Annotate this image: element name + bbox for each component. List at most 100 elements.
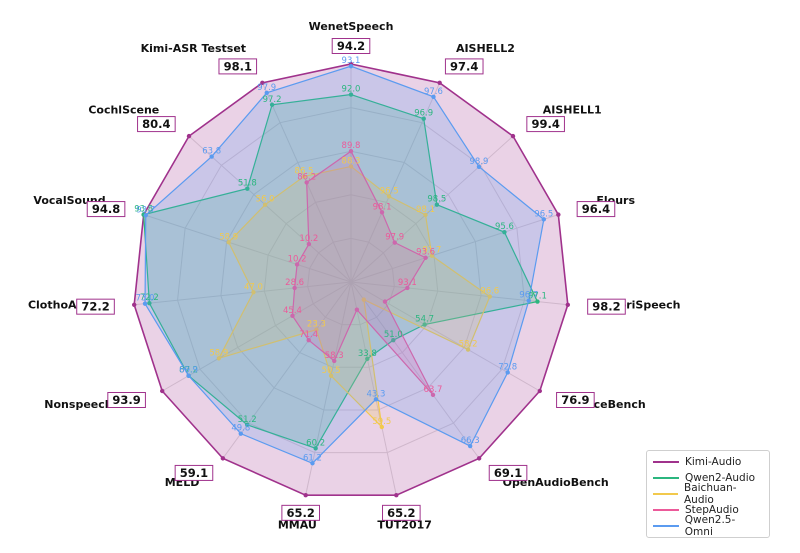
legend-label-kimi-audio: Kimi-Audio [685, 456, 742, 468]
value-label-qwen2-5-omni-aishell1: 98.9 [470, 157, 489, 167]
point-kimi-audio-aishell1 [510, 133, 516, 139]
legend-item-qwen2-audio: Qwen2-Audio [653, 470, 763, 486]
point-qwen2-audio-tut2017 [365, 356, 370, 361]
value-label-qwen2-audio-cochlscene: 51.8 [238, 179, 257, 189]
value-label-qwen2-audio-kimi-asr-testset: 97.2 [263, 95, 282, 105]
grid-spoke-aishell1 [350, 135, 514, 283]
point-baichuan-audio-cochlscene [262, 202, 268, 207]
best-value-box-kimi-asr-testset [218, 58, 258, 75]
value-label-qwen2-audio-mmau: 60.2 [306, 438, 325, 448]
axis-label-cochlscene: CochlScene [88, 103, 159, 116]
axis-label-openaudiobench: OpenAudioBench [503, 476, 609, 489]
point-qwen2-5-omni-meld [238, 431, 244, 436]
value-label-qwen2-5-omni-librispeech: 96.7 [519, 291, 538, 301]
axis-label-kimi-asr-testset: Kimi-ASR Testset [141, 42, 246, 55]
best-value-meld: 59.1 [180, 466, 208, 480]
value-label-qwen2-5-omni-nonspeech7k: 69.9 [179, 366, 198, 376]
value-label-stepaudio-flours: 93.6 [416, 248, 435, 258]
point-baichuan-audio-wenetspeech [348, 164, 354, 169]
point-stepaudio-openaudiobench [430, 392, 436, 398]
point-stepaudio-aishell2 [379, 210, 385, 215]
best-value-kimi-asr-testset: 98.1 [224, 59, 252, 73]
best-value-cochlscene: 80.4 [142, 117, 170, 131]
legend-swatch-qwen2-audio [653, 477, 679, 479]
point-kimi-audio-kimi-asr-testset [260, 80, 265, 86]
point-baichuan-audio-mmau [328, 373, 334, 379]
point-qwen2-audio-openaudiobench [391, 338, 396, 343]
value-label-baichuan-audio-tut2017: 59.5 [372, 417, 391, 427]
point-kimi-audio-mmau [303, 493, 308, 498]
point-qwen2-5-omni-mmau [310, 461, 315, 466]
value-label-baichuan-audio-mmau: 50.5 [322, 366, 341, 376]
value-label-stepaudio-aishell2: 98.1 [373, 202, 392, 212]
best-value-aishell2: 97.4 [450, 59, 478, 73]
point-qwen2-audio-librispeech [535, 299, 540, 304]
point-qwen2-audio-flours [502, 229, 507, 235]
point-qwen2-5-omni-tut2017 [373, 397, 379, 402]
point-qwen2-5-omni-clothoaqa [142, 301, 148, 306]
legend-item-stepaudio: StepAudio [653, 502, 763, 518]
grid-spoke-tut2017 [350, 281, 397, 496]
best-value-box-vocalsound [86, 201, 126, 218]
point-qwen2-audio-cochlscene [245, 186, 250, 191]
best-value-box-tut2017 [382, 504, 421, 521]
grid-spoke-flours [350, 214, 559, 283]
point-qwen2-audio-clothoaqa [147, 300, 152, 306]
point-qwen2-audio-kimi-asr-testset [269, 102, 275, 107]
point-qwen2-5-omni-librispeech [526, 298, 531, 303]
value-label-qwen2-5-omni-cochlscene: 63.8 [202, 147, 221, 157]
value-label-qwen2-audio-meld: 51.2 [238, 415, 257, 425]
point-qwen2-5-omni-flours [541, 217, 547, 222]
value-label-baichuan-audio-vocalsound: 58.9 [219, 232, 238, 242]
value-label-baichuan-audio-aishell1: 98.1 [416, 205, 435, 215]
best-value-box-meld [174, 464, 214, 481]
point-stepaudio-clothoaqa [292, 285, 297, 291]
point-stepaudio-mmau [332, 358, 337, 364]
legend-label-baichuan-audio: Baichuan-Audio [684, 482, 737, 506]
point-qwen2-5-omni-aishell2 [431, 94, 436, 99]
value-label-qwen2-audio-voicebench: 54.7 [415, 315, 434, 325]
best-value-box-openaudiobench [488, 464, 528, 481]
point-qwen2-audio-meld [245, 422, 250, 428]
point-qwen2-5-omni-kimi-asr-testset [264, 90, 269, 96]
point-qwen2-audio-mmau [313, 446, 318, 451]
value-label-qwen2-5-omni-mmau: 61.2 [303, 453, 322, 463]
legend-label-qwen25-omni: Qwen2.5-Omni [684, 514, 736, 538]
grid-spoke-clothoaqa [134, 281, 352, 306]
point-qwen2-audio-aishell2 [421, 116, 426, 121]
value-label-stepaudio-kimi-asr-testset: 86.2 [297, 172, 316, 182]
legend-swatch-baichuan-audio [653, 493, 678, 495]
value-label-stepaudio-vocalsound: 10.2 [288, 254, 307, 264]
point-baichuan-audio-meld [314, 327, 319, 332]
point-kimi-audio-tut2017 [394, 493, 399, 498]
point-baichuan-audio-voicebench [465, 347, 471, 352]
grid-spoke-openaudiobench [350, 281, 480, 459]
best-value-tut2017: 65.2 [387, 506, 415, 520]
point-baichuan-audio-tut2017 [379, 424, 385, 430]
point-kimi-audio-meld [220, 456, 226, 461]
best-value-box-librispeech [587, 298, 626, 315]
value-label-stepaudio-openaudiobench: 63.7 [424, 385, 443, 395]
best-value-box-flours [576, 201, 616, 218]
value-label-qwen2-audio-wenetspeech: 92.0 [342, 85, 361, 95]
grid-spoke-meld [222, 281, 352, 459]
value-label-qwen2-audio-librispeech: 97.1 [528, 292, 547, 302]
best-value-box-mmau [281, 504, 320, 521]
point-qwen2-5-omni-vocalsound [143, 213, 148, 218]
point-baichuan-audio-vocalsound [226, 240, 231, 245]
point-qwen2-audio-wenetspeech [348, 92, 354, 97]
legend-swatch-stepaudio [653, 509, 679, 511]
value-label-qwen2-audio-vocalsound: 93.8 [134, 205, 153, 215]
grid-spoke-cochlscene [188, 135, 352, 283]
value-label-stepaudio-nonspeech7k: 45.4 [283, 306, 302, 316]
point-stepaudio-voicebench [382, 299, 388, 304]
grid-ring-1 [307, 237, 395, 326]
best-value-nonspeech7k: 93.9 [112, 393, 140, 407]
value-label-qwen2-5-omni-clothoaqa: 73.0 [136, 294, 155, 304]
point-baichuan-audio-flours [429, 253, 435, 258]
point-stepaudio-librispeech [405, 285, 410, 291]
point-qwen2-5-omni-nonspeech7k [186, 373, 191, 378]
best-value-wenetspeech: 94.2 [337, 39, 365, 53]
point-qwen2-5-omni-openaudiobench [467, 443, 473, 449]
